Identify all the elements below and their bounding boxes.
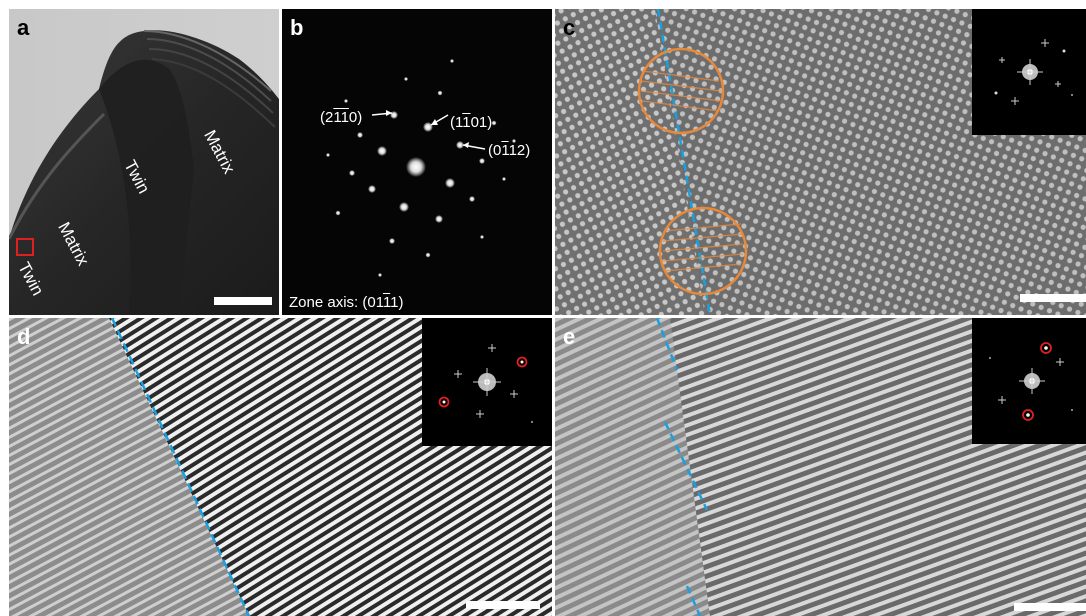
fft-inset-e	[972, 318, 1086, 444]
miller-part: 12)	[508, 142, 531, 159]
fft-pattern-e	[989, 342, 1073, 421]
miller-part: (2	[320, 109, 334, 126]
panel-e: e	[555, 318, 1086, 616]
miller-part: 0)	[348, 109, 363, 126]
panel-d-label: d	[17, 324, 31, 349]
miller-index-1-1-0-1: (1101)	[450, 114, 492, 131]
miller-index-2-1-1-0: (2110)	[320, 109, 362, 126]
zone-part: 1)	[390, 294, 404, 311]
miller-overline: 1	[333, 109, 341, 126]
diffraction-pattern	[326, 59, 516, 277]
miller-part: (0	[488, 142, 502, 159]
panel-c: c	[555, 9, 1086, 315]
miller-overline: 1	[462, 114, 471, 131]
panel-c-label: c	[563, 15, 576, 40]
miller-part: 01)	[470, 114, 493, 131]
panel-a-label: a	[17, 15, 30, 40]
panel-a-tem-image	[9, 9, 279, 315]
scale-bar-a	[214, 297, 272, 305]
fft-pattern-d	[438, 344, 533, 423]
panel-a: a Twin Matrix Twin Matrix	[9, 9, 279, 315]
zone-overline: 1	[382, 294, 391, 311]
zone-axis-label: Zone axis: (0111)	[289, 294, 404, 311]
miller-overline: 1	[501, 142, 509, 159]
miller-part: (1	[450, 114, 463, 131]
fft-inset-c	[972, 9, 1086, 135]
scale-bar-e	[1014, 603, 1086, 611]
panel-b-label: b	[290, 15, 304, 40]
panel-b: b (2110) (1101) (0112) Zone axis: (0111)	[282, 9, 552, 315]
panel-d: d	[9, 318, 552, 616]
zone-part: Zone axis: (01	[289, 294, 383, 311]
fft-pattern-c	[994, 39, 1073, 105]
fft-inset-d	[422, 318, 552, 446]
scale-bar-d	[466, 601, 540, 609]
miller-overline: 1	[340, 109, 349, 126]
scale-bar-c	[1020, 294, 1086, 302]
panel-e-label: e	[563, 324, 576, 349]
miller-index-0-1-1-2: (0112)	[488, 142, 530, 159]
